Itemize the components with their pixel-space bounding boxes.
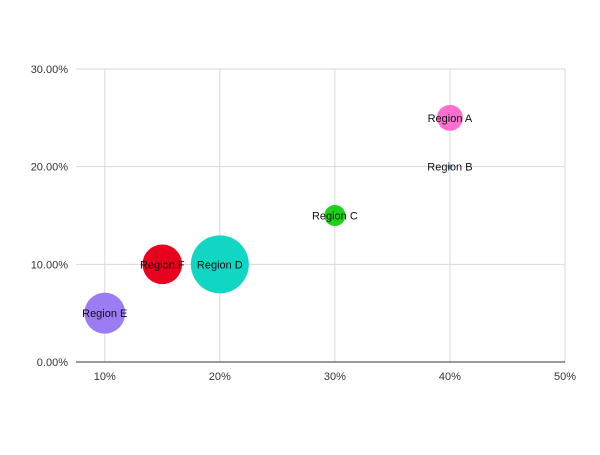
bubble-region-a[interactable] [436, 104, 463, 131]
y-tick-label: 0.00% [37, 357, 68, 369]
bubble-region-c[interactable] [324, 204, 346, 227]
bubble-region-f[interactable] [142, 244, 183, 285]
bubble-label-region-e: Region E [82, 308, 127, 320]
bubble-region-e[interactable] [84, 292, 126, 334]
y-tick-label: 20.00% [31, 162, 69, 174]
bubble-region-d[interactable] [190, 235, 249, 294]
x-tick-label: 40% [439, 371, 461, 383]
bubble-label-region-d: Region D [197, 259, 243, 271]
x-tick-label: 20% [209, 371, 231, 383]
bubble-label-region-f: Region F [140, 259, 185, 271]
y-tick-label: 10.00% [31, 259, 69, 271]
bubble-label-region-a: Region A [428, 113, 473, 125]
x-tick-label: 30% [324, 371, 346, 383]
x-tick-label: 10% [94, 371, 116, 383]
bubble-label-region-b: Region B [427, 162, 472, 174]
tick-labels: 0.00% 10.00% 20.00% 30.00% 10% 20% 30% 40% 50% [31, 64, 577, 383]
bubble-labels: Region A Region B Region C Region D Region E… [82, 113, 473, 320]
bubble-label-region-c: Region C [312, 211, 358, 223]
bubbles [84, 104, 463, 334]
x-tick-label: 50% [554, 371, 576, 383]
y-tick-label: 30.00% [31, 64, 69, 76]
bubble-region-b[interactable] [447, 164, 453, 170]
